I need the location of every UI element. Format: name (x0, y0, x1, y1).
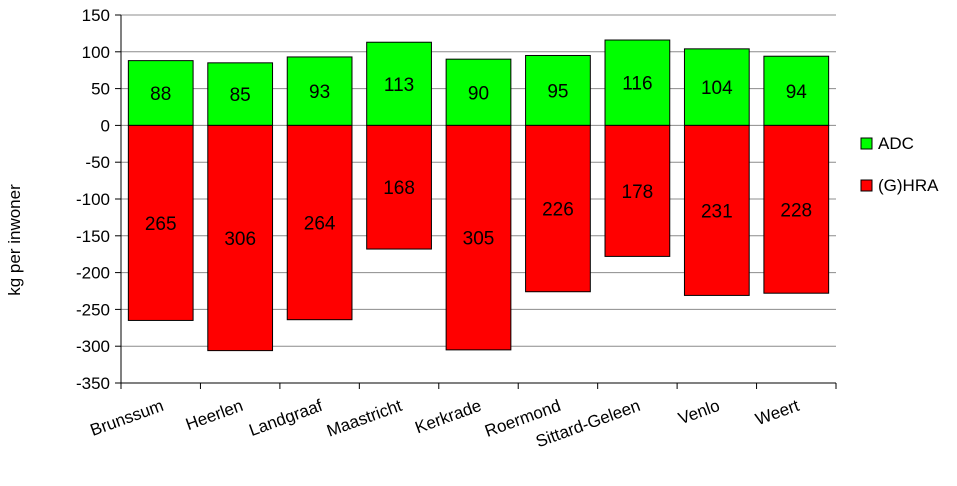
bars (127, 39, 830, 352)
bar-ghra (604, 124, 671, 257)
bar-ghra (127, 124, 194, 321)
y-tick-label: -250 (76, 300, 110, 319)
bar-adc (286, 56, 353, 126)
y-tick-label: 100 (82, 43, 110, 62)
x-tick-labels: Brunssum Heerlen Landgraaf Maastricht Kerkra… (88, 396, 802, 451)
y-tick-labels: -350 -300 -250 -200 -150 -100 -50 0 50 100 150 (76, 6, 110, 393)
bar-ghra (207, 124, 274, 352)
data-label-ghra: 228 (780, 200, 812, 221)
data-label-adc: 113 (384, 75, 414, 96)
x-tick-label: Landgraaf (247, 396, 326, 440)
data-label-ghra: 226 (542, 200, 574, 221)
bar-adc (445, 58, 512, 126)
legend-swatch (860, 137, 873, 150)
bar-ghra (445, 124, 512, 351)
y-tick-label: -200 (76, 264, 110, 283)
data-label-ghra: 178 (622, 182, 654, 203)
bar-adc (127, 60, 194, 126)
legend: ADC (G)HRA (860, 134, 939, 195)
bar-adc (683, 48, 750, 126)
x-tick-label: Heerlen (183, 396, 245, 434)
data-label-ghra: 265 (145, 214, 177, 235)
data-label-adc: 94 (786, 82, 808, 103)
y-tick-label: 0 (101, 116, 110, 135)
x-tick-label: Kerkrade (413, 396, 484, 437)
x-tick-label: Venlo (676, 396, 722, 428)
axes (115, 14, 837, 389)
data-label-ghra: 305 (463, 229, 495, 250)
bar-adc (366, 41, 432, 126)
data-label-adc: 116 (622, 74, 652, 95)
y-tick-label: -350 (76, 374, 110, 393)
data-label-adc: 85 (230, 85, 251, 106)
bar-ghra (763, 124, 830, 294)
bar-ghra (286, 124, 353, 321)
bar-ghra (525, 124, 591, 293)
y-tick-label: -100 (76, 190, 110, 209)
data-label-adc: 88 (150, 84, 171, 105)
y-tick-label: 150 (82, 6, 110, 25)
data-label-adc: 104 (701, 78, 733, 99)
y-tick-label: -300 (76, 337, 110, 356)
data-label-ghra: 264 (304, 214, 336, 235)
legend-label: (G)HRA (878, 176, 939, 195)
data-labels: 88 265 85 306 93 264 113 168 90 305 95 226 116 178 104… (145, 74, 812, 250)
data-label-ghra: 231 (701, 201, 733, 222)
data-label-ghra: 306 (224, 229, 256, 250)
data-label-adc: 90 (468, 83, 489, 104)
bar-ghra (366, 124, 432, 250)
data-label-adc: 95 (547, 81, 568, 102)
y-axis-title: kg per inwoner (5, 184, 24, 296)
x-tick-label: Maastricht (324, 396, 404, 441)
y-tick-label: 50 (91, 80, 110, 99)
y-tick-label: -150 (76, 227, 110, 246)
data-label-adc: 93 (309, 82, 330, 103)
legend-swatch (860, 179, 873, 192)
legend-label: ADC (878, 134, 914, 153)
data-label-ghra: 168 (383, 178, 415, 199)
x-tick-label: Weert (753, 396, 802, 429)
bar-adc (604, 39, 671, 126)
bar-ghra (683, 124, 750, 296)
y-tick-label: -50 (85, 153, 110, 172)
bar-adc (525, 54, 591, 126)
x-tick-label: Brunssum (88, 396, 166, 440)
